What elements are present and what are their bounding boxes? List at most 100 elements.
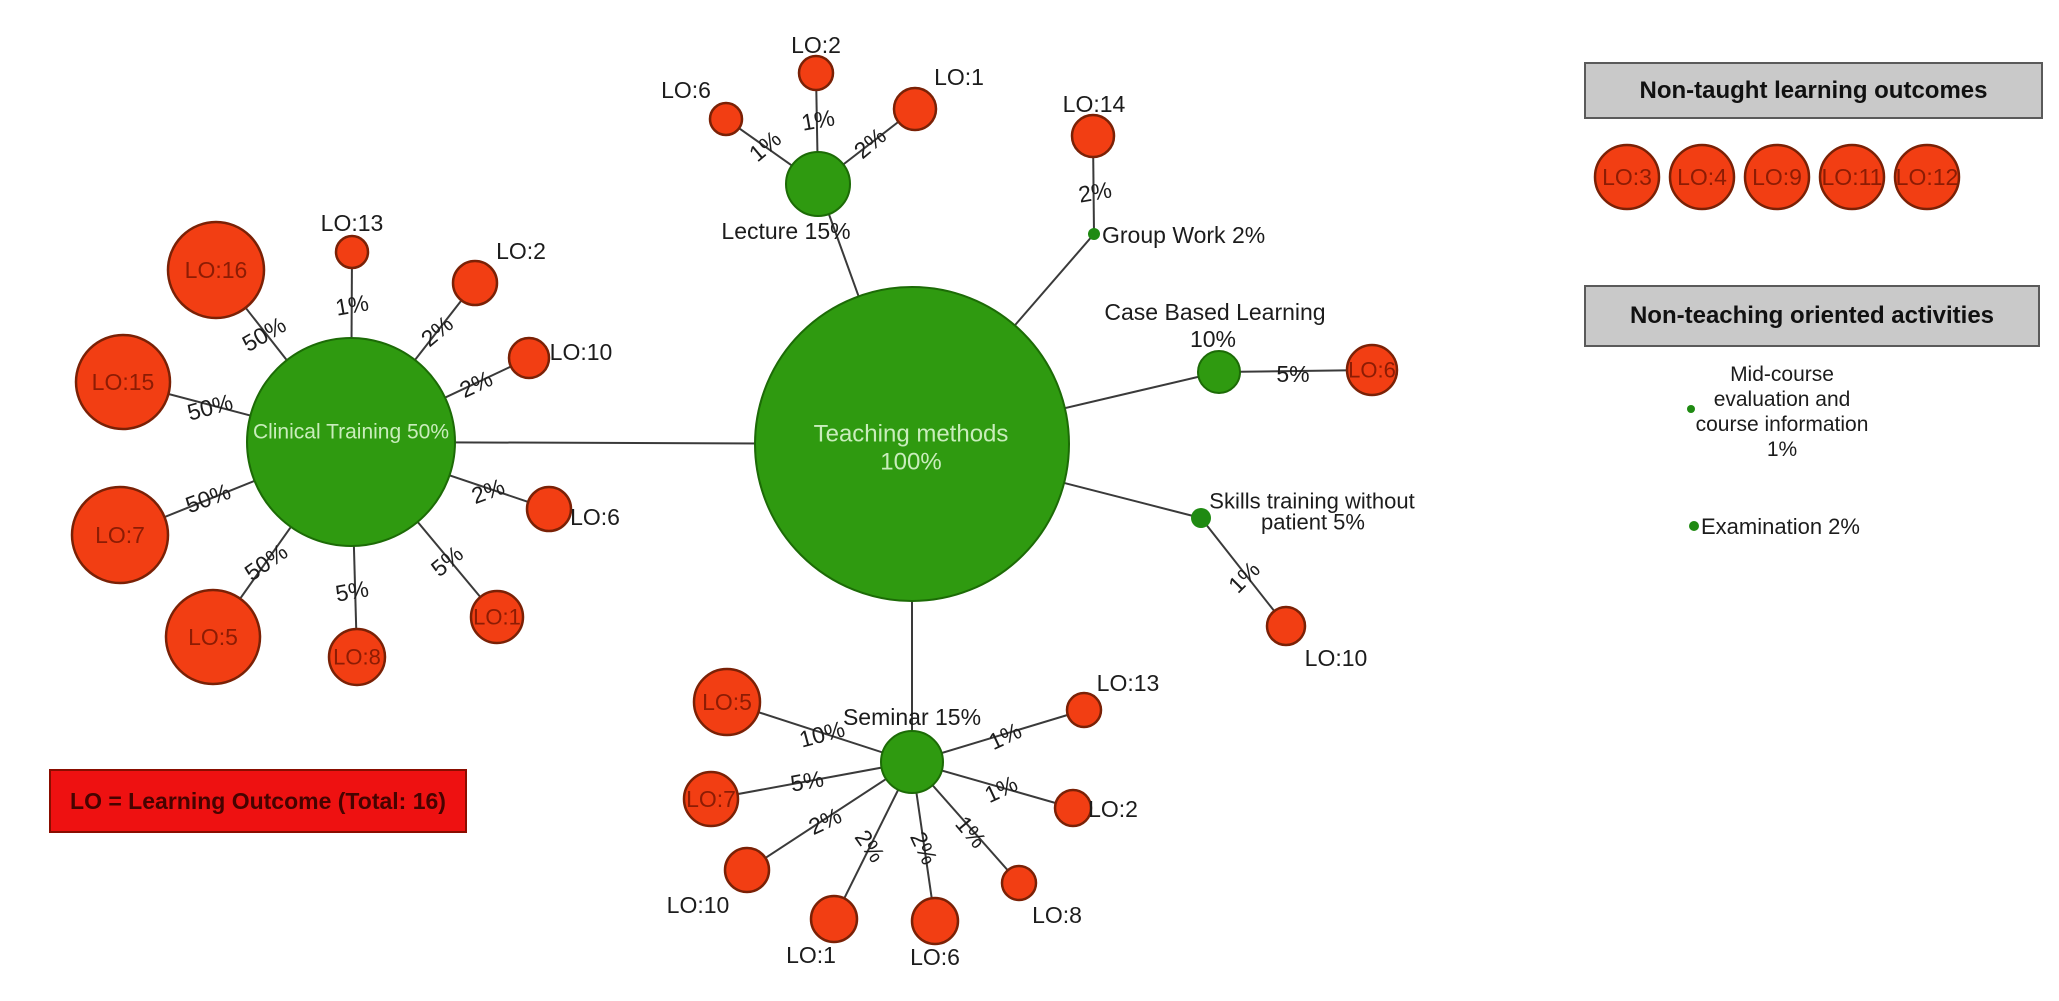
node-skills-lo10	[1265, 605, 1307, 647]
edge-label: 2%	[804, 802, 845, 840]
node-lecture	[785, 151, 851, 217]
edge-label: 2%	[850, 825, 890, 867]
lec-lo6-label: LO:6	[661, 77, 711, 103]
edge-label: 5%	[1276, 361, 1309, 387]
node-lec-lo6	[708, 101, 744, 137]
sem-lo6-label: LO:6	[910, 944, 960, 970]
node-sem-lo6	[910, 896, 960, 946]
node-ct-lo8	[327, 627, 387, 687]
node-sem-lo2	[1053, 788, 1093, 828]
edge-label: 1%	[799, 104, 836, 135]
lec-lo2-label: LO:2	[791, 32, 841, 58]
mid-course-label: Mid-course evaluation and course informa…	[1695, 363, 1869, 461]
node-sem-lo8	[1000, 864, 1038, 902]
node-legend-lo12	[1893, 143, 1961, 211]
ct-lo13-label: LO:13	[321, 210, 384, 236]
ct-lo16-label: LO:16	[185, 257, 248, 283]
edge-label: 2%	[468, 473, 508, 509]
ct-lo15-label: LO:15	[92, 369, 155, 395]
node-ct-lo1	[469, 589, 525, 645]
ct-lo1-label: LO:1	[473, 605, 521, 630]
lec-lo1-label: LO:1	[934, 64, 984, 90]
sem-lo2-label: LO:2	[1088, 796, 1138, 822]
non-teaching-activities-header: Non-teaching oriented activities	[1584, 285, 2040, 347]
sem-lo10-label: LO:10	[667, 892, 730, 918]
skills-lo10-label: LO:10	[1305, 645, 1368, 671]
edge-label: 5%	[333, 575, 370, 606]
teaching-methods-pct: 100%	[880, 448, 941, 475]
skills-label-2: patient 5%	[1261, 510, 1365, 535]
cbl-lo6-label: LO:6	[1348, 358, 1396, 383]
node-lec-lo2	[797, 54, 835, 92]
lecture-label: Lecture 15%	[721, 218, 850, 244]
edge-label: 2%	[455, 365, 496, 403]
node-skills-training-dot	[1191, 508, 1211, 528]
sem-lo5-label: LO:5	[702, 689, 752, 715]
teaching-methods-label: Teaching methods	[814, 420, 1009, 447]
node-cbl-lo6	[1345, 343, 1399, 397]
edge-label: 1%	[950, 811, 991, 853]
sem-lo7-label: LO:7	[686, 786, 736, 812]
node-examination-dot	[1689, 521, 1699, 531]
edge-label: 50%	[240, 538, 293, 586]
node-legend-lo3	[1593, 143, 1661, 211]
edge-label: 1%	[984, 717, 1025, 755]
ct-lo5-label: LO:5	[188, 624, 238, 650]
legend-lo12-label: LO:12	[1896, 164, 1959, 190]
ct-lo8-label: LO:8	[333, 645, 381, 670]
node-gw-lo14	[1070, 113, 1116, 159]
legend-lo3-label: LO:3	[1602, 164, 1652, 190]
lo-key-text: LO = Learning Outcome (Total: 16)	[70, 787, 446, 814]
ct-lo10-label: LO:10	[550, 339, 613, 365]
sem-lo1-label: LO:1	[786, 942, 836, 968]
node-ct-lo2	[451, 259, 499, 307]
legend-lo4-label: LO:4	[1677, 164, 1727, 190]
sem-lo8-label: LO:8	[1032, 902, 1082, 928]
ct-lo2-label: LO:2	[496, 238, 546, 264]
non-teaching-activities-title: Non-teaching oriented activities	[1629, 302, 1995, 329]
edge-line	[710, 761, 913, 800]
node-sem-lo10	[723, 846, 771, 894]
node-teaching-methods	[754, 286, 1070, 602]
edge-label: 10%	[796, 716, 847, 753]
edge-label: 2%	[905, 827, 943, 868]
cbl-label: Case Based Learning	[1104, 299, 1325, 325]
node-legend-lo9	[1743, 143, 1811, 211]
edge-label: 1%	[980, 770, 1021, 808]
node-sem-lo7	[682, 770, 740, 828]
node-sem-lo1	[809, 894, 859, 944]
legend-lo11-label: LO:11	[1822, 164, 1883, 190]
node-legend-lo4	[1668, 143, 1736, 211]
node-lec-lo1	[892, 86, 938, 132]
ct-lo6-label: LO:6	[570, 504, 620, 530]
edge-label: 2%	[849, 122, 891, 163]
node-case-based-learning	[1197, 350, 1241, 394]
seminar-label: Seminar 15%	[843, 704, 981, 730]
node-ct-lo16	[166, 220, 266, 320]
node-legend-lo11	[1818, 143, 1886, 211]
group-work-label: Group Work 2%	[1102, 222, 1265, 248]
examination-label: Examination 2%	[1701, 514, 1860, 539]
node-ct-lo7	[70, 485, 170, 585]
lo-key-box: LO = Learning Outcome (Total: 16)	[49, 769, 467, 833]
node-mid-course-dot	[1687, 405, 1695, 413]
node-ct-lo10	[507, 336, 551, 380]
node-ct-lo15	[74, 333, 172, 431]
node-sem-lo5	[692, 667, 762, 737]
node-ct-lo5	[164, 588, 262, 686]
sem-lo13-label: LO:13	[1097, 670, 1160, 696]
edge-line	[746, 761, 913, 871]
node-clinical-training	[246, 337, 456, 547]
non-taught-outcomes-header: Non-taught learning outcomes	[1584, 62, 2043, 119]
edge-label: 50%	[238, 311, 291, 357]
node-sem-lo13	[1065, 691, 1103, 729]
node-ct-lo13	[334, 234, 370, 270]
node-ct-lo6	[525, 485, 573, 533]
edge-label: 1%	[333, 289, 370, 320]
gw-lo14-label: LO:14	[1063, 91, 1126, 117]
node-seminar	[880, 730, 944, 794]
edge-label: 1%	[744, 125, 786, 166]
cbl-pct: 10%	[1190, 326, 1236, 352]
clinical-training-label: Clinical Training 50%	[253, 420, 449, 443]
